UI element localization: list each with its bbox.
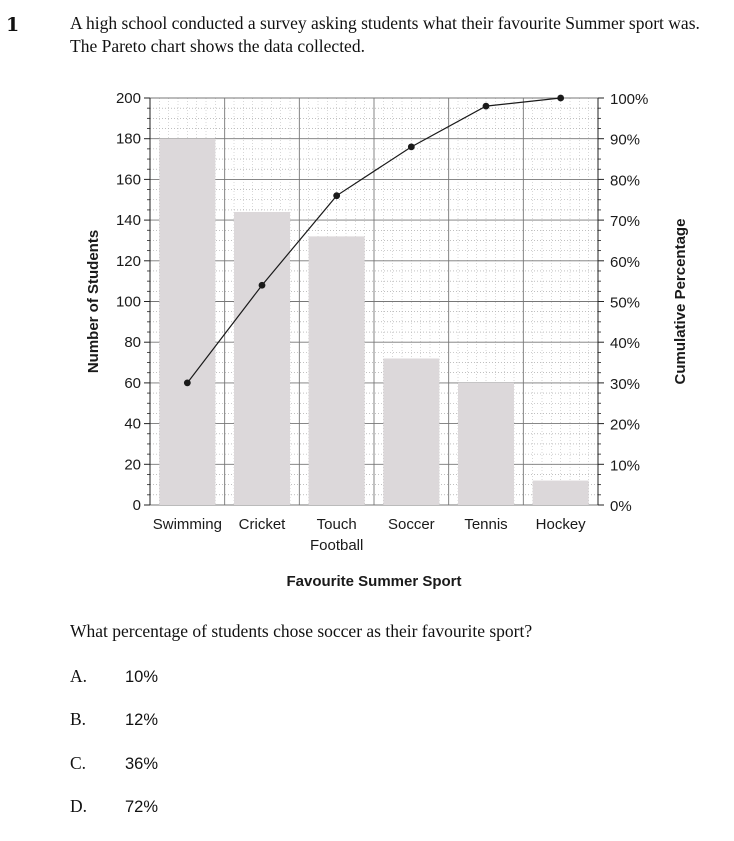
- pareto-chart: 0 20 40 60 80 100 120 140 160 180 200 0% 10% 20% 30% 40…: [85, 90, 689, 590]
- option-value: 12%: [125, 711, 159, 729]
- bar: [383, 358, 440, 505]
- cumulative-point: [183, 379, 191, 387]
- question-text: What percentage of students chose soccer…: [70, 621, 533, 641]
- y-tick-label: 120: [116, 253, 141, 270]
- cumulative-point: [407, 143, 415, 151]
- option-value: 72%: [125, 798, 159, 816]
- y2-tick-label: 40%: [610, 335, 640, 352]
- y-tick-label: 180: [116, 131, 141, 148]
- x-tick-label: Tennis: [464, 516, 507, 533]
- option-letter: B.: [70, 709, 87, 729]
- option-value: 36%: [125, 755, 159, 773]
- option-letter: D.: [70, 796, 88, 816]
- cumulative-point: [482, 102, 490, 110]
- y2-tick-label: 60%: [610, 254, 640, 271]
- x-tick-label: Hockey: [536, 516, 587, 533]
- y2-tick-label: 90%: [610, 132, 640, 149]
- x-axis-title: Favourite Summer Sport: [286, 573, 461, 590]
- y-tick-label: 80: [124, 334, 141, 351]
- y-tick-label: 140: [116, 212, 141, 229]
- y2-tick-label: 0%: [610, 498, 632, 515]
- x-tick-label: Soccer: [388, 516, 435, 533]
- y-tick-label: 100: [116, 294, 141, 311]
- cumulative-point: [258, 281, 266, 289]
- y2-tick-label: 100%: [610, 91, 648, 108]
- cumulative-point: [333, 192, 341, 200]
- option-value: 10%: [125, 668, 159, 686]
- bar: [159, 138, 216, 505]
- y2-tick-label: 80%: [610, 172, 640, 189]
- y-tick-label: 200: [116, 90, 141, 107]
- y-tick-label: 20: [124, 456, 141, 473]
- bar: [308, 236, 365, 505]
- y2-tick-label: 10%: [610, 457, 640, 474]
- option-c[interactable]: C. 36%: [70, 753, 158, 774]
- y-tick-label: 0: [133, 497, 141, 514]
- y-tick-label: 160: [116, 171, 141, 188]
- option-letter: C.: [70, 753, 87, 773]
- y2-axis-title: Cumulative Percentage: [672, 219, 689, 385]
- x-tick-label: Football: [310, 537, 363, 554]
- option-a[interactable]: A. 10%: [70, 666, 158, 687]
- x-tick-label: Swimming: [153, 516, 222, 533]
- option-b[interactable]: B. 12%: [70, 709, 158, 730]
- y-axis-title: Number of Students: [85, 230, 102, 373]
- bar: [532, 480, 589, 505]
- y-tick-label: 60: [124, 375, 141, 392]
- y2-tick-label: 20%: [610, 417, 640, 434]
- y2-tick-label: 70%: [610, 213, 640, 230]
- option-d[interactable]: D. 72%: [70, 796, 158, 817]
- question-number: 1: [6, 14, 20, 36]
- option-letter: A.: [70, 666, 88, 686]
- x-tick-label: Cricket: [239, 516, 287, 533]
- y2-tick-label: 30%: [610, 376, 640, 393]
- y-tick-label: 40: [124, 416, 141, 433]
- x-tick-label: Touch: [317, 516, 357, 533]
- cumulative-line: [186, 97, 561, 384]
- bar: [458, 382, 514, 505]
- y2-tick-label: 50%: [610, 295, 640, 312]
- cumulative-point: [557, 94, 565, 102]
- bar: [234, 211, 290, 505]
- question-intro: A high school conducted a survey asking …: [70, 13, 700, 56]
